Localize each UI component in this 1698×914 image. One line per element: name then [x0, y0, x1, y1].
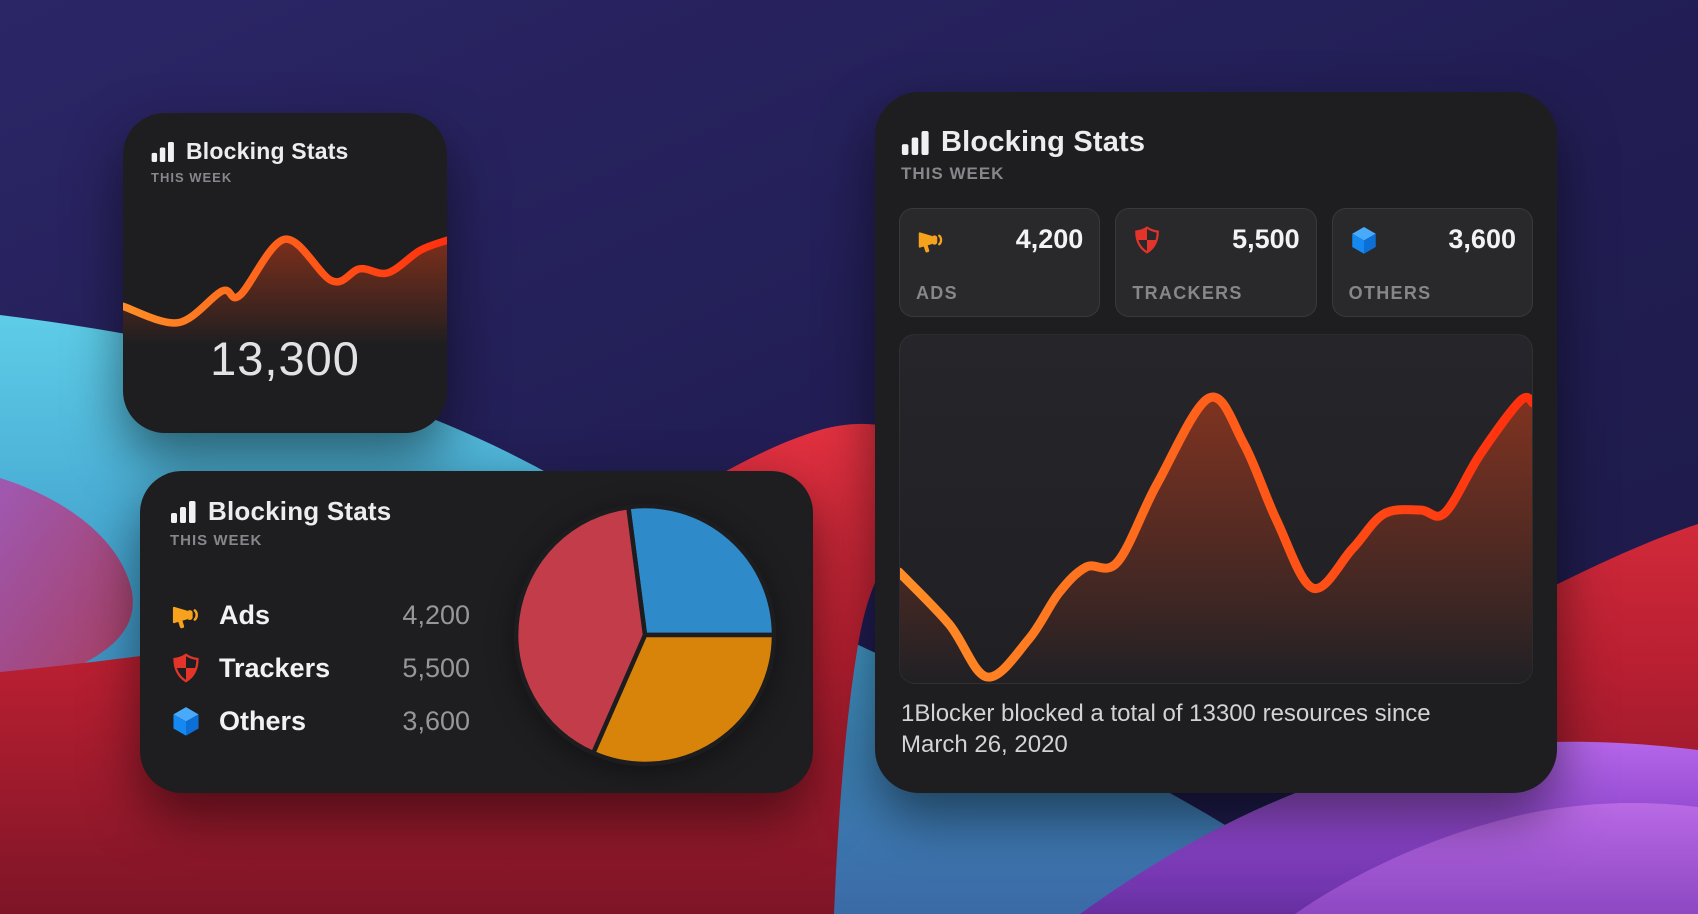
- total-blocked-count: 13,300: [210, 332, 360, 385]
- widget-title: Blocking Stats: [941, 126, 1146, 158]
- legend-label: Others: [219, 705, 307, 736]
- stat-box-others: 3,600 OTHERS: [1331, 208, 1533, 317]
- stat-label: OTHERS: [1348, 283, 1432, 303]
- weekly-trend-sparkline: [123, 235, 447, 345]
- shield-icon: [170, 652, 202, 684]
- stat-value: 3,600: [1448, 224, 1516, 254]
- widget-header: Blocking Stats THIS WEEK: [151, 138, 349, 185]
- pie-slice-others: [626, 503, 777, 638]
- area-fill: [900, 397, 1532, 683]
- area-fill: [123, 239, 447, 345]
- wallpaper-violet-highlight: [1295, 803, 1698, 914]
- widget-header: Blocking Stats THIS WEEK: [170, 496, 391, 549]
- shield-icon: [1132, 225, 1162, 255]
- bar-chart-icon: [901, 131, 930, 155]
- widget-small-blocking-stats[interactable]: Blocking Stats THIS WEEK 13,300: [123, 113, 447, 433]
- legend-label: Trackers: [219, 652, 331, 683]
- legend-value: 4,200: [402, 599, 470, 630]
- trend-line: [900, 392, 1532, 682]
- megaphone-icon: [170, 599, 202, 631]
- weekly-trend-line-chart: [900, 392, 1532, 683]
- widget-medium-blocking-stats[interactable]: Blocking Stats THIS WEEK Ads 4,200 Track…: [140, 471, 813, 793]
- stat-box-row: 4,200 ADS 5,500 TRACKERS 3,600 OTHERS: [899, 208, 1533, 317]
- cube-icon: [1349, 225, 1379, 255]
- pie-slice-ads: [590, 632, 777, 767]
- widget-title: Blocking Stats: [186, 138, 349, 164]
- trend-line: [123, 235, 447, 327]
- stat-box-ads: 4,200 ADS: [899, 208, 1101, 317]
- widget-large-blocking-stats[interactable]: Blocking Stats THIS WEEK 4,200 ADS 5,500…: [875, 92, 1557, 793]
- widget-subtitle: THIS WEEK: [151, 170, 233, 185]
- bar-chart-icon: [151, 142, 175, 162]
- weekly-trend-chart-panel: [899, 334, 1533, 684]
- bar-chart-icon: [170, 501, 197, 523]
- stat-box-trackers: 5,500 TRACKERS: [1115, 208, 1317, 317]
- blocking-pie-chart: [513, 503, 777, 767]
- pie-slice-trackers: [513, 504, 648, 756]
- widget-header: Blocking Stats THIS WEEK: [901, 126, 1145, 184]
- blocking-legend: Ads 4,200 Trackers 5,500 Others 3,600: [170, 595, 470, 741]
- widget-subtitle: THIS WEEK: [170, 532, 263, 549]
- stat-value: 4,200: [1015, 224, 1084, 254]
- legend-row-others: Others 3,600: [170, 701, 470, 741]
- stat-label: ADS: [916, 283, 958, 303]
- legend-value: 5,500: [402, 652, 470, 683]
- megaphone-icon: [916, 225, 946, 255]
- legend-label: Ads: [219, 599, 271, 630]
- blocked-total-caption: 1Blocker blocked a total of 13300 resour…: [901, 700, 1431, 758]
- legend-row-ads: Ads 4,200: [170, 595, 470, 635]
- legend-row-trackers: Trackers 5,500: [170, 648, 470, 688]
- widget-subtitle: THIS WEEK: [901, 164, 1005, 183]
- stat-label: TRACKERS: [1132, 283, 1243, 303]
- legend-value: 3,600: [402, 705, 470, 736]
- wallpaper-magenta-streak: [0, 478, 133, 694]
- widget-title: Blocking Stats: [208, 496, 392, 526]
- cube-icon: [170, 705, 202, 737]
- stat-value: 5,500: [1232, 224, 1300, 254]
